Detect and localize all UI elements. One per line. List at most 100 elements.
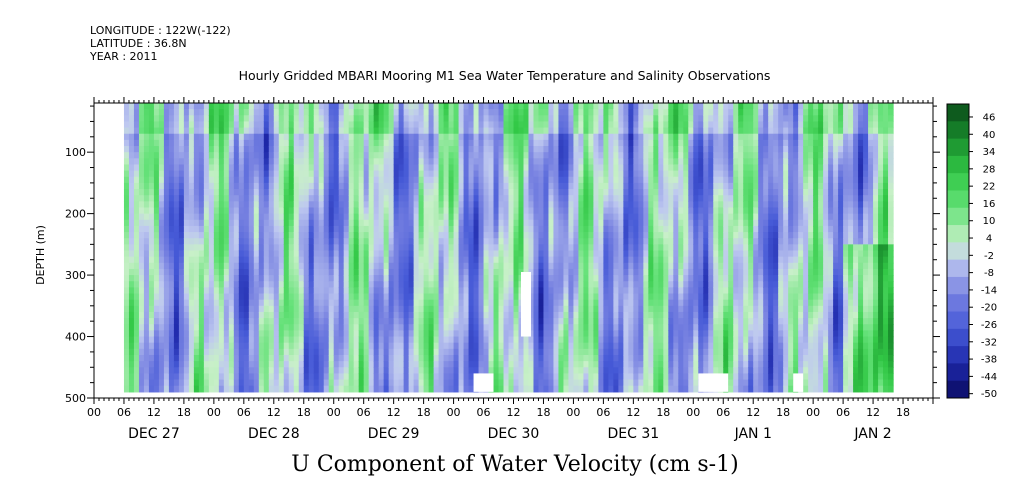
heatmap-cell [553, 293, 560, 301]
heatmap-cell [533, 379, 540, 387]
heatmap-cell [398, 158, 405, 166]
heatmap-cell [438, 361, 445, 368]
heatmap-cell [473, 103, 480, 110]
heatmap-cell [568, 109, 575, 116]
heatmap-cell [538, 287, 545, 295]
heatmap-cell [203, 219, 210, 227]
heatmap-cell [643, 293, 649, 301]
heatmap-cell [533, 299, 540, 307]
heatmap-cell [273, 176, 280, 184]
heatmap-cell [473, 133, 480, 141]
heatmap-cell [553, 238, 560, 245]
heatmap-cell [638, 348, 644, 356]
heatmap-cell [498, 115, 505, 123]
heatmap-cell [593, 305, 599, 313]
heatmap-cell [368, 373, 375, 381]
heatmap-cell [173, 238, 180, 245]
heatmap-cell [518, 262, 525, 270]
heatmap-cell [548, 287, 555, 295]
heatmap-cell [123, 348, 130, 356]
heatmap-cell [563, 207, 570, 215]
heatmap-cell [418, 127, 425, 135]
heatmap-cell [543, 127, 550, 135]
heatmap-cell [403, 121, 410, 129]
heatmap-cell [288, 348, 295, 356]
heatmap-cell [578, 379, 585, 387]
heatmap-cell [543, 139, 550, 147]
heatmap-cell [638, 109, 644, 116]
heatmap-cell [473, 127, 480, 135]
heatmap-cell [138, 287, 145, 295]
heatmap-cell [538, 158, 545, 166]
heatmap-cell [383, 189, 390, 196]
heatmap-cell [138, 354, 145, 362]
heatmap-cell [598, 256, 604, 264]
heatmap-cell [408, 361, 415, 368]
heatmap-cell [388, 354, 395, 362]
heatmap-cell [433, 201, 440, 209]
heatmap-cell [138, 262, 145, 270]
heatmap-cell [643, 158, 649, 166]
heatmap-cell [198, 262, 205, 270]
heatmap-cell [433, 354, 440, 362]
heatmap-cell [418, 238, 425, 245]
heatmap-cell [353, 299, 360, 307]
heatmap-cell [598, 219, 604, 227]
heatmap-cell [373, 330, 380, 338]
heatmap-cell [633, 170, 639, 178]
heatmap-cell [318, 213, 325, 221]
heatmap-cell [243, 244, 250, 252]
heatmap-cell [133, 189, 140, 196]
heatmap-cell [153, 244, 160, 252]
heatmap-cell [493, 293, 500, 301]
heatmap-cell [548, 354, 555, 362]
heatmap-cell [438, 342, 445, 350]
heatmap-cell [513, 232, 520, 239]
heatmap-cell [538, 379, 545, 387]
heatmap-cell [528, 281, 535, 288]
heatmap-cell [178, 238, 185, 245]
heatmap-cell [253, 121, 260, 129]
heatmap-cell [448, 195, 455, 202]
heatmap-cell [393, 287, 400, 295]
heatmap-cell [598, 189, 604, 196]
heatmap-cell [128, 207, 135, 215]
heatmap-cell [263, 318, 270, 325]
heatmap-cell [348, 139, 355, 147]
heatmap-cell [588, 238, 594, 245]
heatmap-cell [208, 287, 215, 295]
heatmap-cell [458, 213, 465, 221]
heatmap-cell [213, 232, 220, 239]
heatmap-cell [288, 164, 295, 172]
heatmap-cell [618, 164, 624, 172]
heatmap-cell [203, 268, 210, 276]
heatmap-cell [158, 207, 165, 215]
heatmap-cell [518, 109, 525, 116]
heatmap-cell [583, 109, 590, 116]
heatmap-cell [513, 109, 520, 116]
heatmap-cell [198, 133, 205, 141]
heatmap-cell [528, 146, 535, 153]
heatmap-cell [548, 299, 555, 307]
heatmap-cell [368, 336, 375, 344]
heatmap-cell [153, 287, 160, 295]
heatmap-cell [353, 219, 360, 227]
heatmap-cell [553, 189, 560, 196]
heatmap-cell [463, 262, 470, 270]
heatmap-cell [308, 164, 315, 172]
heatmap-cell [158, 152, 165, 159]
heatmap-cell [133, 379, 140, 387]
heatmap-cell [643, 287, 649, 295]
heatmap-cell [298, 146, 305, 153]
heatmap-cell [253, 103, 260, 110]
heatmap-cell [518, 219, 525, 227]
heatmap-cell [388, 127, 395, 135]
heatmap-cell [333, 201, 340, 209]
heatmap-cell [208, 170, 215, 178]
heatmap-cell [348, 244, 355, 252]
heatmap-cell [648, 152, 654, 159]
heatmap-cell [163, 182, 170, 190]
heatmap-cell [228, 127, 235, 135]
heatmap-cell [338, 139, 345, 147]
heatmap-cell [418, 232, 425, 239]
